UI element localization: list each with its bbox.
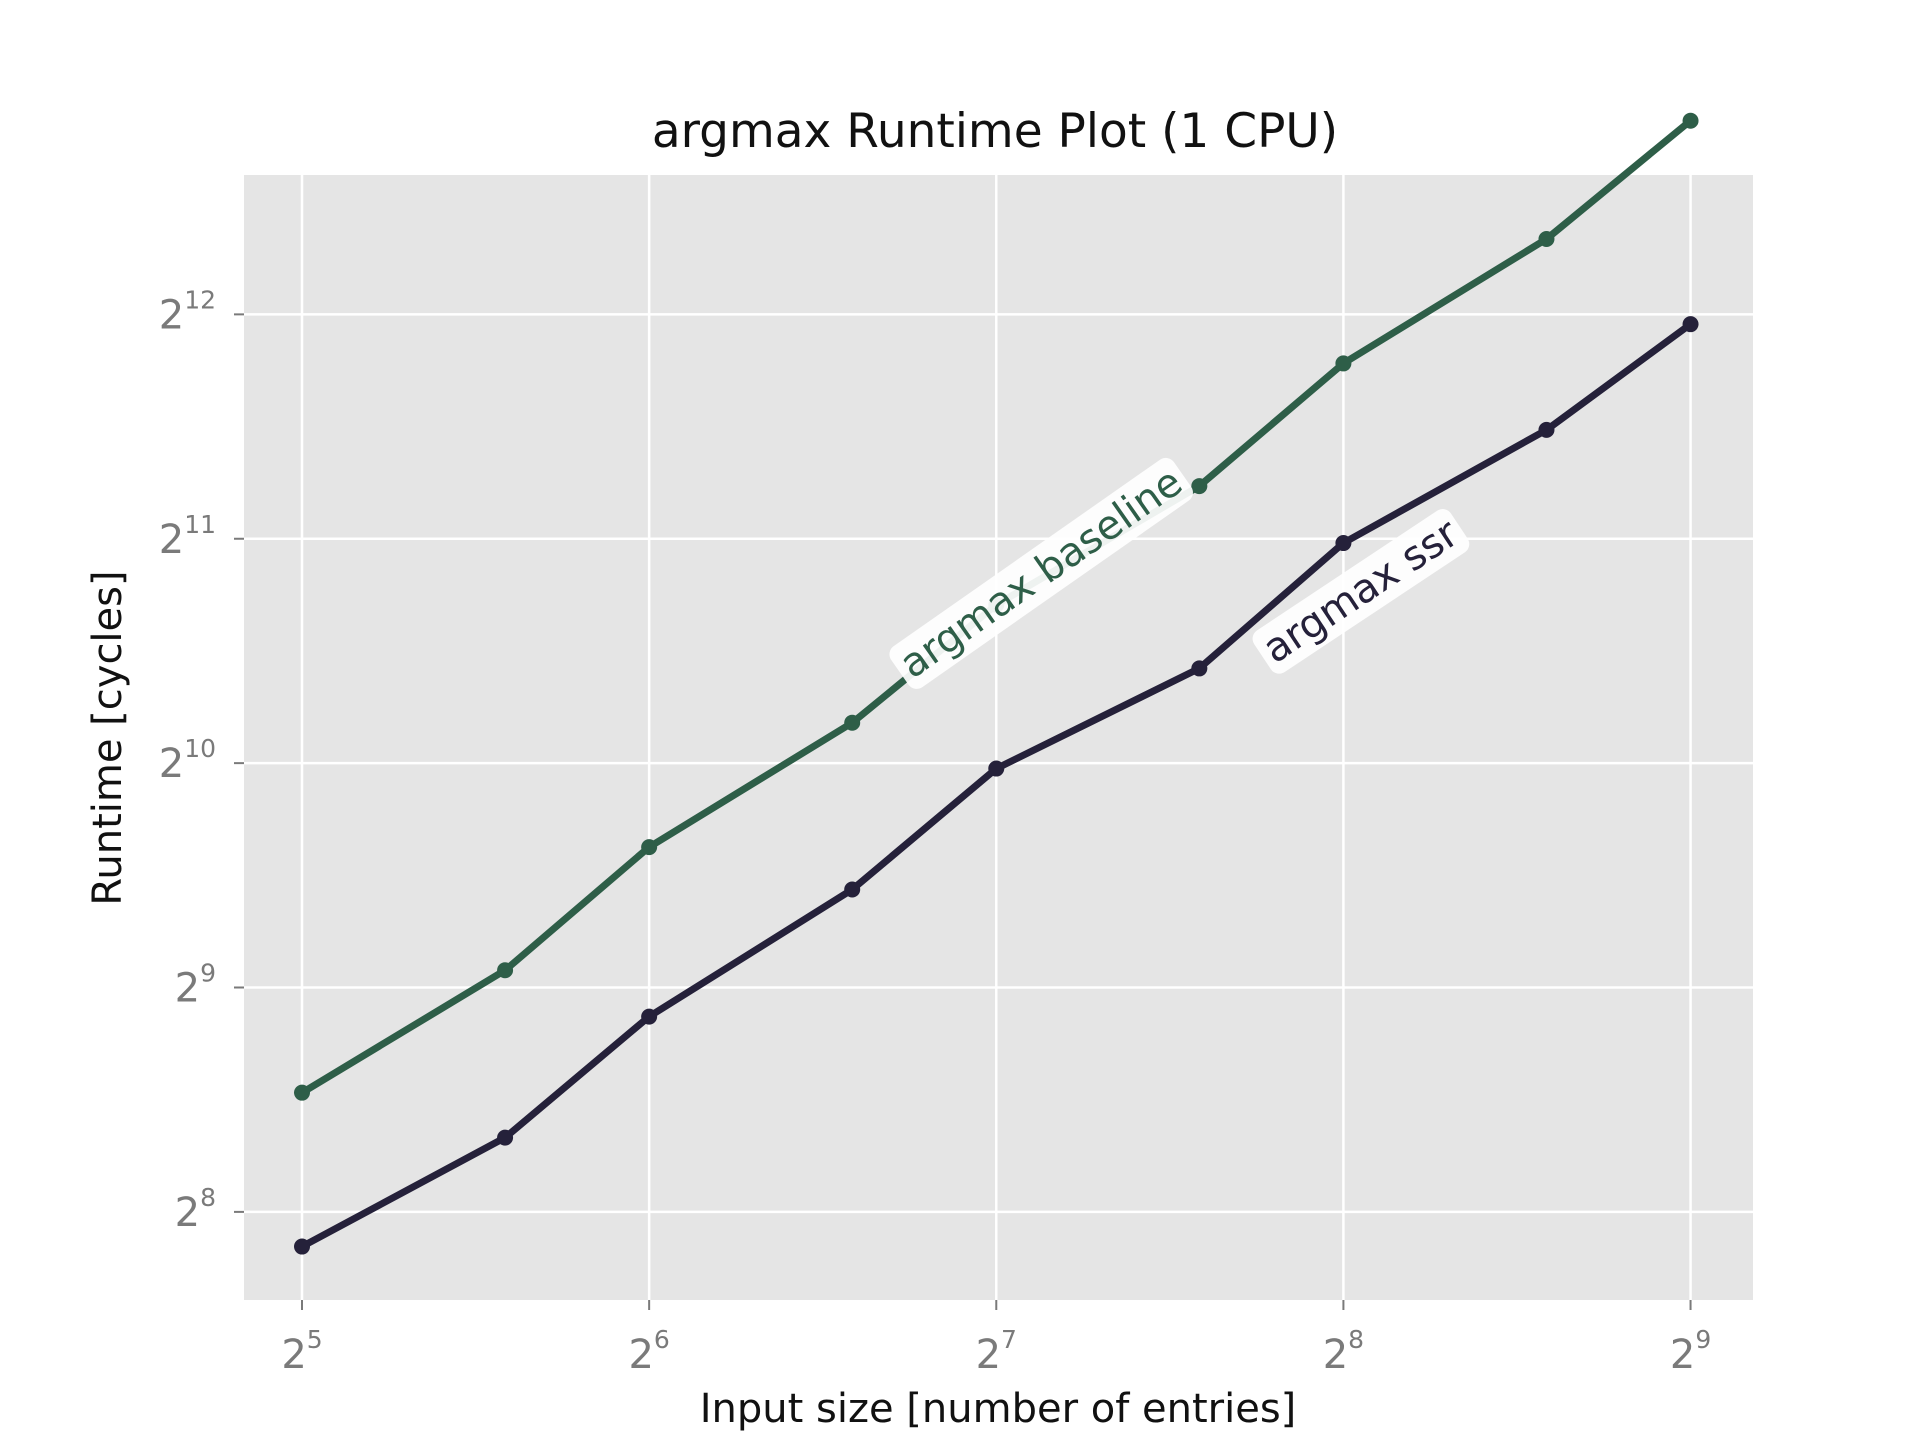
data-point: [497, 962, 514, 979]
data-point: [844, 881, 861, 898]
data-point: [988, 760, 1005, 777]
data-point: [1335, 535, 1352, 552]
data-point: [1335, 355, 1352, 372]
series-label-backdrop: [889, 457, 1193, 689]
plot-background: [244, 175, 1753, 1300]
y-axis-label: Runtime [cycles]: [85, 570, 131, 905]
data-point: [294, 1238, 311, 1255]
data-point: [844, 714, 861, 731]
data-point: [294, 1084, 311, 1101]
x-tick-label: 28: [1323, 1325, 1364, 1378]
y-tick-label: 210: [159, 734, 216, 787]
x-tick-label: 26: [628, 1325, 669, 1378]
y-tick-label: 212: [159, 285, 216, 338]
x-axis-label: Input size [number of entries]: [700, 1386, 1297, 1432]
x-tick-label: 27: [976, 1325, 1017, 1378]
data-point: [1191, 660, 1208, 677]
series-1: [294, 316, 1699, 1255]
data-point: [641, 839, 658, 856]
x-tick-label: 29: [1670, 1325, 1711, 1378]
data-point: [1682, 316, 1699, 333]
y-tick-label: 211: [159, 510, 216, 563]
series-label-backdrop: [1252, 509, 1470, 674]
y-tick-label: 29: [175, 959, 216, 1012]
x-tick-label: 25: [281, 1325, 322, 1378]
data-point: [641, 1008, 658, 1025]
data-point: [1191, 478, 1208, 495]
axis-ticks: 25 26 27 28 29 28 29 210 211 212: [159, 285, 1711, 1378]
y-tick-label: 28: [175, 1183, 216, 1236]
data-point: [497, 1129, 514, 1146]
data-point: [1682, 112, 1699, 129]
chart-title: argmax Runtime Plot (1 CPU): [652, 104, 1338, 159]
grid-lines: [244, 175, 1753, 1300]
data-point: [1538, 421, 1555, 438]
data-point: [1538, 230, 1555, 247]
